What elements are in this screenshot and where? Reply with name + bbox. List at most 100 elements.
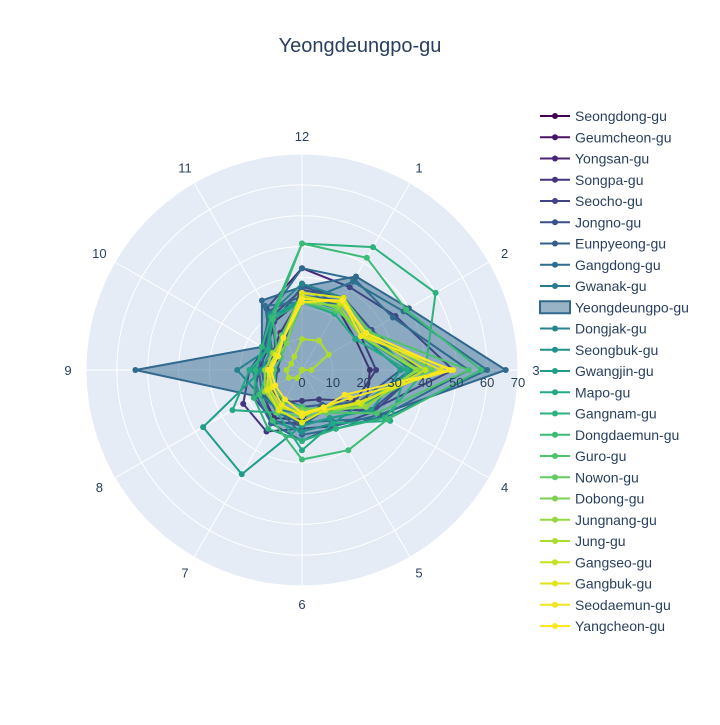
data-point[interactable] [280,334,287,341]
data-point[interactable] [299,336,305,343]
data-point[interactable] [264,346,271,353]
data-point[interactable] [363,404,370,410]
data-point[interactable] [299,367,305,373]
data-point[interactable] [428,367,435,373]
data-point[interactable] [264,387,271,394]
legend-item[interactable]: Seongdong-gu [540,108,667,124]
legend-item[interactable]: Seongbuk-gu [540,342,658,358]
data-point[interactable] [200,424,207,431]
data-point[interactable] [308,367,315,373]
data-point[interactable] [403,367,410,373]
data-point[interactable] [326,415,333,422]
data-point[interactable] [341,391,348,398]
data-point[interactable] [269,316,276,323]
data-point[interactable] [265,425,272,432]
data-point[interactable] [339,297,346,304]
legend-item[interactable]: Yeongdeungpo-gu [539,299,689,315]
legend-item[interactable]: Seodaemun-gu [540,597,671,613]
data-point[interactable] [299,438,305,444]
data-point[interactable] [316,337,322,344]
legend-item[interactable]: Seocho-gu [540,193,643,209]
data-point[interactable] [299,419,305,426]
legend-item[interactable]: Dongjak-gu [540,321,647,337]
data-point[interactable] [413,367,420,373]
data-point[interactable] [272,382,279,389]
data-point[interactable] [234,367,241,373]
data-point[interactable] [282,396,288,403]
data-point[interactable] [368,407,375,414]
legend-item[interactable]: Jongno-gu [540,214,641,230]
legend-item[interactable]: Geumcheon-gu [540,129,672,145]
data-point[interactable] [268,367,275,373]
data-point[interactable] [432,289,439,296]
legend-item[interactable]: Dobong-gu [540,491,644,507]
data-point[interactable] [465,367,472,373]
legend-item[interactable]: Gangnam-gu [540,406,657,422]
data-point[interactable] [240,400,247,407]
data-point[interactable] [299,410,305,417]
data-point[interactable] [422,367,429,373]
data-point[interactable] [288,360,295,367]
legend-item[interactable]: Gangbuk-gu [540,576,652,592]
series-yangcheon-gu[interactable] [268,296,454,417]
legend-item[interactable]: Eunpyeong-gu [540,236,666,252]
data-point[interactable] [275,407,282,414]
data-point[interactable] [283,367,290,373]
legend-item[interactable]: Nowon-gu [540,469,639,485]
data-point[interactable] [246,367,253,373]
data-point[interactable] [384,416,391,423]
legend-item[interactable]: Dongdaemun-gu [540,427,679,443]
data-point[interactable] [291,353,298,360]
series-jung-gu[interactable] [283,336,332,381]
data-point[interactable] [329,420,336,427]
legend-item[interactable]: Yangcheon-gu [540,618,665,634]
data-point[interactable] [502,367,509,373]
data-point[interactable] [299,296,305,302]
legend-item[interactable]: Gangdong-gu [540,257,661,273]
data-point[interactable] [299,280,305,287]
data-point[interactable] [274,353,281,360]
data-point[interactable] [357,333,364,340]
legend-item[interactable]: Jung-gu [540,533,626,549]
data-point[interactable] [299,447,305,454]
legend-item[interactable]: Mapo-gu [540,384,630,400]
legend-item[interactable]: Yongsan-gu [540,151,649,167]
data-point[interactable] [478,367,484,373]
data-point[interactable] [299,289,305,296]
data-point[interactable] [278,401,285,408]
data-point[interactable] [325,351,332,358]
data-point[interactable] [132,367,139,373]
data-point[interactable] [258,343,265,350]
data-point[interactable] [347,394,354,401]
data-point[interactable] [447,367,454,373]
data-point[interactable] [320,404,327,411]
data-point[interactable] [332,425,339,432]
data-point[interactable] [269,417,276,424]
data-point[interactable] [256,391,263,398]
data-point[interactable] [299,240,305,247]
data-point[interactable] [283,340,290,347]
data-point[interactable] [352,336,359,343]
data-point[interactable] [250,394,257,401]
data-point[interactable] [229,407,236,414]
legend[interactable]: Seongdong-gu Geumcheon-gu Yongsan-gu Songpa… [539,108,689,634]
legend-item[interactable]: Gwangjin-gu [540,363,654,379]
data-point[interactable] [238,471,245,478]
data-point[interactable] [355,399,362,406]
data-point[interactable] [363,254,370,261]
data-point[interactable] [363,330,370,336]
data-point[interactable] [294,375,301,381]
data-point[interactable] [299,265,305,272]
data-point[interactable] [299,428,305,435]
data-point[interactable] [370,244,376,251]
data-point[interactable] [353,273,359,280]
data-point[interactable] [285,374,292,381]
legend-item[interactable]: Jungnang-gu [540,512,657,528]
legend-item[interactable]: Gwanak-gu [540,278,647,294]
legend-item[interactable]: Songpa-gu [540,172,644,188]
data-point[interactable] [403,306,410,313]
legend-item[interactable]: Guro-gu [540,448,626,464]
data-point[interactable] [299,456,305,463]
data-point[interactable] [345,447,352,454]
legend-item[interactable]: Gangseo-gu [540,554,652,570]
